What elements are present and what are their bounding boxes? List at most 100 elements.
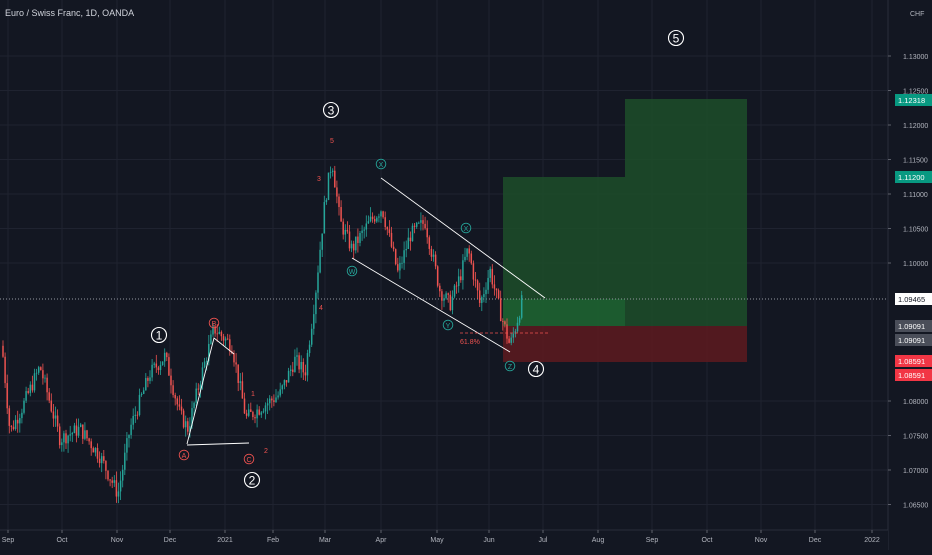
price-label-text: 1.09465: [898, 295, 925, 304]
candle-body: [386, 227, 389, 230]
candle-body: [71, 433, 74, 435]
candle: [149, 370, 151, 384]
candle: [327, 172, 330, 201]
corrective-circle: [178, 449, 190, 461]
candle: [247, 403, 250, 418]
candle: [25, 386, 27, 403]
candle-body: [239, 381, 242, 383]
candle-body: [352, 243, 355, 251]
candle: [285, 380, 288, 387]
candle-body: [487, 277, 489, 290]
wave-circle: [150, 326, 168, 344]
time-tick-label: Sep: [646, 537, 659, 544]
candle-body: [256, 409, 258, 419]
candle: [250, 402, 252, 413]
candle: [115, 471, 118, 503]
candle: [31, 375, 34, 393]
candle: [46, 373, 48, 401]
candle-body: [56, 415, 59, 427]
price-label-bg: [895, 94, 932, 106]
candle: [376, 216, 378, 223]
candle: [399, 256, 401, 279]
symbol-title: Euro / Swiss Franc, 1D, OANDA: [5, 8, 134, 18]
candle: [19, 413, 21, 433]
candle: [453, 283, 456, 299]
candle: [58, 423, 61, 449]
candle: [319, 241, 321, 274]
candle-body: [306, 353, 309, 376]
wave-label-text: 1: [156, 329, 163, 343]
candle-body: [380, 211, 382, 217]
candle-body: [445, 293, 447, 299]
candle-body: [88, 438, 90, 442]
candle: [2, 340, 4, 358]
candle-body: [451, 296, 454, 311]
title-sep-1: ,: [80, 8, 86, 18]
candle-body: [392, 246, 395, 250]
currency-label: CHF: [910, 11, 924, 18]
candle: [170, 368, 172, 394]
candle-body: [149, 377, 151, 381]
candle-body: [394, 249, 397, 265]
candle-body: [384, 217, 386, 228]
candle: [483, 287, 485, 303]
price-label-text: 1.08591: [898, 371, 925, 380]
symbol-interval: 1D: [85, 8, 98, 18]
minor-label-3: 3: [317, 176, 321, 183]
candle-body: [504, 321, 506, 325]
candle-body: [40, 367, 42, 371]
candle: [447, 292, 449, 303]
candle-body: [397, 264, 399, 271]
candle: [367, 215, 370, 224]
candle: [54, 406, 57, 427]
candle: [420, 212, 422, 231]
candle: [403, 241, 405, 270]
time-tick-label: Oct: [702, 537, 713, 544]
candle-body: [69, 434, 71, 436]
candle-body: [460, 276, 462, 281]
price-label-bg: [895, 293, 932, 305]
candle-body: [216, 333, 218, 335]
candle-body: [283, 380, 286, 386]
candle: [287, 367, 290, 383]
candle-body: [281, 385, 284, 390]
candle-body: [344, 229, 347, 235]
candle-body: [96, 447, 99, 459]
corrective-label-text: X: [464, 226, 469, 233]
candle: [262, 408, 265, 414]
candle-body: [170, 375, 172, 386]
candle: [203, 357, 206, 369]
candle-body: [369, 216, 372, 222]
candle: [273, 394, 275, 407]
candle: [82, 424, 84, 445]
candle: [325, 198, 328, 205]
candle-body: [510, 337, 512, 343]
candle-body: [174, 394, 176, 399]
candle: [155, 354, 158, 373]
candle: [119, 471, 122, 500]
candle: [138, 388, 141, 417]
candle-body: [250, 409, 252, 412]
time-tick-label: Apr: [376, 537, 388, 544]
candle: [497, 288, 500, 300]
candle-body: [191, 408, 193, 427]
candle: [472, 260, 475, 286]
candle-body: [413, 225, 416, 227]
candle-body: [260, 412, 263, 415]
wave-labels: 1 2 3 4 5: [150, 29, 685, 489]
candle-body: [346, 229, 349, 232]
candle-body: [430, 248, 433, 257]
candle-body: [140, 393, 143, 395]
candle-body: [153, 363, 155, 365]
price-label: 1.09465: [895, 293, 932, 305]
wave-label-text: 4: [533, 363, 540, 377]
candle-body: [222, 336, 225, 341]
price-tick-label: 1.12000: [903, 123, 928, 130]
candle: [98, 451, 101, 468]
candle: [92, 446, 95, 453]
candle: [308, 340, 311, 357]
candle: [313, 304, 315, 335]
corrective-circle: [460, 222, 472, 234]
